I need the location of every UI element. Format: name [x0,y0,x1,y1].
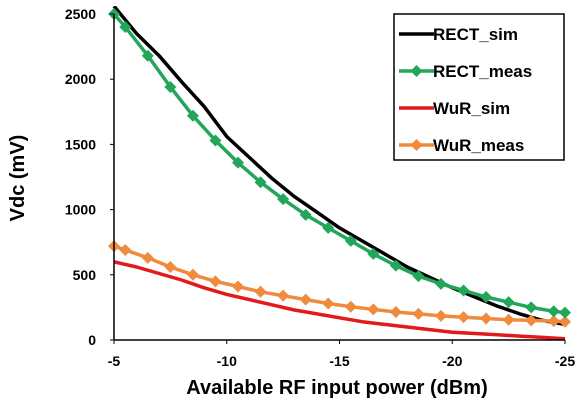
x-tick-label: -20 [442,353,462,369]
data-point [480,290,493,303]
data-point [277,289,290,302]
data-point [254,176,267,189]
data-point [434,277,447,290]
data-point [412,307,425,320]
data-point [209,275,222,288]
data-point [389,259,402,272]
legend-label: WuR_meas [433,136,524,155]
series-wur-meas [108,240,571,328]
x-tick-label: -15 [329,353,349,369]
y-tick-label: 1500 [65,136,96,152]
y-tick-label: 2500 [65,6,96,22]
data-point [186,109,199,122]
data-point [547,305,560,318]
data-point [412,270,425,283]
legend-item: WuR_meas [399,136,524,155]
series-rect-sim [112,6,566,327]
data-point [299,293,312,306]
data-point [434,309,447,322]
data-point [322,221,335,234]
y-tick-label: 1000 [65,202,96,218]
series-line [113,244,566,324]
series-line [112,6,566,327]
legend-label: RECT_meas [433,62,532,81]
legend-marker [410,65,423,77]
tick-labels: 0 500 1000 1500 2000 2500 -5 -10 -15 -20 -25 [65,6,575,369]
legend-item: RECT_meas [399,62,532,81]
data-point [119,21,132,34]
data-point [209,134,222,147]
legend-box [393,13,565,161]
y-tick-label: 500 [73,267,97,283]
data-point [299,208,312,221]
series-wur-sim [113,260,566,340]
legend-marker [410,139,423,151]
legend-label: WuR_sim [433,99,510,118]
data-point [480,312,493,325]
data-point [164,260,177,273]
x-axis-title: Available RF input power (dBm) [186,377,488,399]
data-point [367,247,380,260]
data-point [277,193,290,206]
data-point [525,301,538,314]
legend-label: RECT_sim [433,25,518,44]
data-point [344,300,357,313]
plot-area [108,6,571,340]
series-line [112,12,566,315]
data-point [525,314,538,327]
x-tick-label: -25 [555,353,575,369]
data-point [141,49,154,62]
data-point [344,234,357,247]
data-point [232,280,245,293]
legend: RECT_sim RECT_meas WuR_sim WuR_meas [393,13,565,161]
data-point [389,305,402,318]
data-point [502,313,515,326]
data-point [186,268,199,281]
x-tick-label: -10 [217,353,237,369]
data-point [457,311,470,324]
data-point [457,284,470,297]
data-point [254,285,267,298]
data-point [502,296,515,309]
legend-item: RECT_sim [399,25,518,44]
data-point [141,251,154,264]
data-point [559,315,571,328]
data-point [559,306,571,319]
y-axis-title: Vdc (mV) [7,135,29,222]
data-point [232,156,245,169]
data-point [119,244,132,257]
x-tick-label: -5 [108,353,121,369]
y-tick-label: 0 [88,332,96,348]
data-point [164,81,177,94]
data-point [547,315,560,328]
data-point [367,303,380,316]
series-line [113,260,566,340]
data-point [322,297,335,310]
legend-item: WuR_sim [399,99,510,118]
axes [110,13,566,344]
y-tick-label: 2000 [65,71,96,87]
